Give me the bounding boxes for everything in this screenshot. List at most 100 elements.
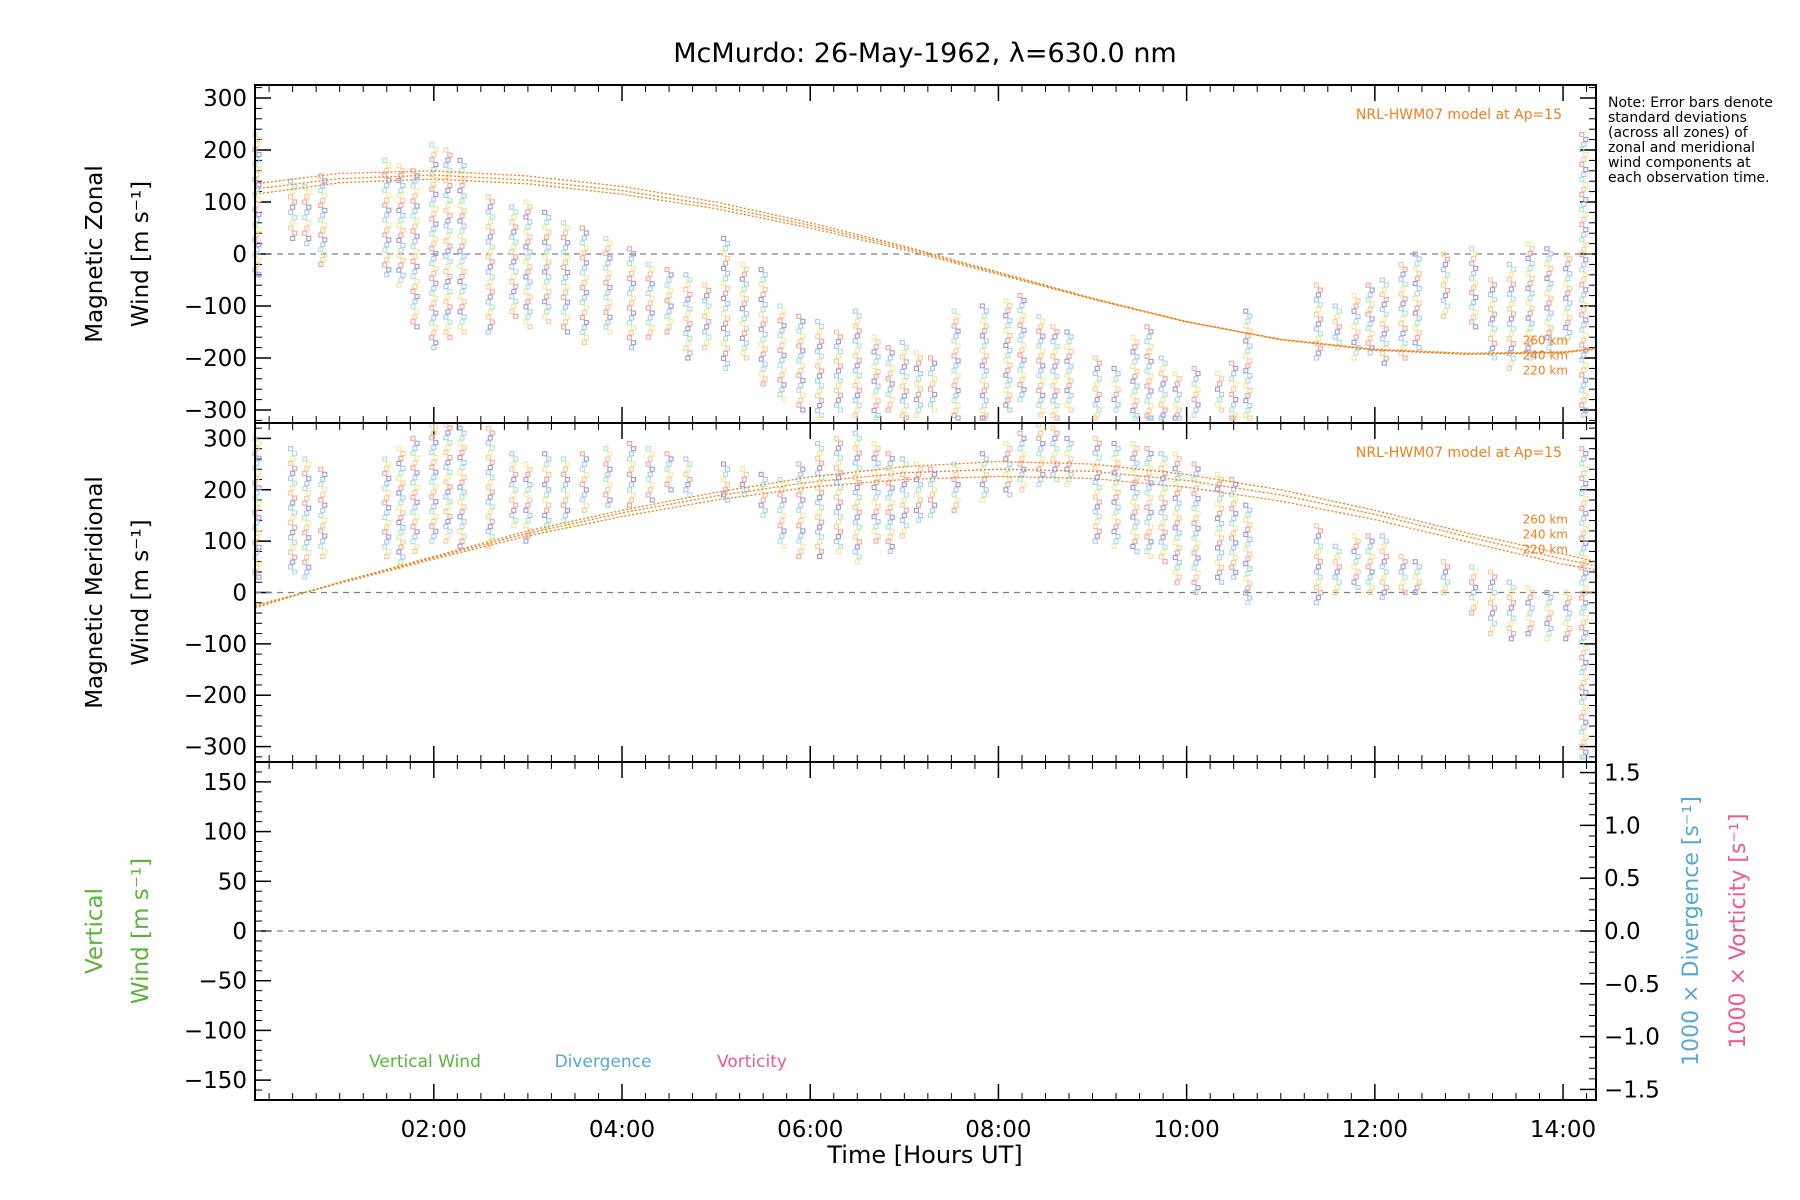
obs-square bbox=[457, 324, 463, 330]
obs-square bbox=[852, 412, 858, 418]
obs-square bbox=[917, 497, 923, 503]
obs-square bbox=[306, 220, 312, 226]
obs-square bbox=[645, 305, 651, 311]
obs-square bbox=[1525, 584, 1531, 590]
obs-square bbox=[1583, 659, 1589, 666]
obs-square bbox=[1115, 489, 1121, 496]
observation-zonal bbox=[1487, 277, 1498, 361]
obs-square bbox=[1317, 528, 1323, 534]
obs-square bbox=[511, 274, 517, 280]
obs-square bbox=[487, 494, 493, 500]
obs-square bbox=[1017, 352, 1023, 358]
obs-square bbox=[1007, 332, 1013, 339]
obs-square bbox=[410, 273, 416, 280]
obs-square bbox=[1444, 256, 1450, 262]
obs-square bbox=[433, 176, 439, 182]
obs-square bbox=[382, 514, 388, 521]
obs-square bbox=[889, 350, 895, 356]
obs-square bbox=[396, 207, 402, 213]
obs-square bbox=[1229, 535, 1235, 541]
obs-square bbox=[579, 451, 585, 457]
obs-square bbox=[1134, 398, 1140, 404]
obs-square bbox=[1313, 326, 1319, 332]
obs-square bbox=[1315, 579, 1321, 585]
obs-square bbox=[1172, 554, 1178, 561]
obs-square bbox=[760, 336, 766, 342]
obs-square bbox=[1215, 501, 1221, 507]
obs-square bbox=[544, 264, 550, 270]
obs-square bbox=[583, 319, 589, 326]
obs-square bbox=[873, 344, 879, 350]
obs-square bbox=[901, 349, 907, 355]
obs-square bbox=[930, 397, 936, 403]
obs-square bbox=[1134, 445, 1140, 451]
obs-square bbox=[1412, 281, 1418, 287]
observation-zonal bbox=[885, 345, 895, 413]
y-tick-label: −100 bbox=[184, 294, 247, 320]
obs-square bbox=[1581, 156, 1587, 163]
obs-square bbox=[1096, 391, 1102, 397]
obs-square bbox=[1132, 359, 1138, 365]
obs-square bbox=[1111, 440, 1117, 447]
obs-square bbox=[290, 515, 296, 521]
obs-square bbox=[1491, 282, 1498, 288]
obs-square bbox=[1036, 358, 1042, 364]
obs-square bbox=[511, 229, 517, 235]
obs-square bbox=[1191, 580, 1197, 586]
obs-square bbox=[525, 209, 531, 215]
obs-square bbox=[1215, 371, 1221, 377]
obs-square bbox=[445, 218, 451, 224]
obs-square bbox=[743, 355, 749, 361]
obs-square bbox=[1583, 227, 1589, 233]
obs-square bbox=[290, 235, 296, 241]
obs-square bbox=[398, 173, 404, 179]
obs-square bbox=[292, 230, 298, 236]
obs-square bbox=[1579, 625, 1585, 631]
y-tick-label: −100 bbox=[184, 632, 247, 658]
obs-square bbox=[579, 466, 585, 472]
obs-square bbox=[873, 509, 879, 515]
obs-square bbox=[981, 358, 987, 364]
obs-square bbox=[304, 540, 310, 546]
obs-square bbox=[852, 460, 858, 466]
obs-square bbox=[1054, 446, 1060, 452]
obs-square bbox=[1247, 551, 1253, 557]
obs-square bbox=[1144, 339, 1150, 345]
obs-square bbox=[583, 471, 589, 477]
obs-square bbox=[443, 147, 449, 153]
obs-square bbox=[443, 314, 449, 320]
obs-square bbox=[903, 388, 909, 394]
obs-square bbox=[1563, 266, 1569, 272]
observation-zonal bbox=[1469, 246, 1479, 330]
obs-square bbox=[445, 172, 451, 178]
obs-square bbox=[513, 284, 519, 290]
obs-square bbox=[433, 280, 439, 286]
obs-square bbox=[1064, 466, 1070, 472]
obs-square bbox=[509, 497, 515, 503]
obs-square bbox=[292, 199, 298, 205]
y-tick-label: −100 bbox=[184, 1018, 247, 1044]
obs-square bbox=[523, 492, 529, 498]
obs-square bbox=[1365, 326, 1371, 332]
obs-square bbox=[1148, 480, 1154, 486]
obs-square bbox=[743, 266, 749, 272]
obs-square bbox=[1579, 192, 1585, 198]
obs-square bbox=[1132, 373, 1138, 379]
obs-square bbox=[603, 309, 609, 315]
obs-square bbox=[306, 564, 312, 570]
obs-square bbox=[429, 509, 435, 515]
obs-square bbox=[546, 274, 552, 280]
obs-square bbox=[852, 504, 858, 510]
obs-square bbox=[290, 559, 296, 565]
obs-square bbox=[461, 253, 467, 259]
obs-square bbox=[1233, 496, 1239, 502]
observation-meridional bbox=[1064, 435, 1074, 488]
obs-square bbox=[1565, 320, 1571, 326]
obs-square bbox=[758, 281, 764, 288]
obs-square bbox=[1132, 415, 1138, 421]
observation-zonal bbox=[702, 282, 712, 351]
obs-square bbox=[1442, 584, 1448, 590]
obs-square bbox=[887, 371, 893, 377]
obs-square bbox=[1402, 340, 1408, 346]
